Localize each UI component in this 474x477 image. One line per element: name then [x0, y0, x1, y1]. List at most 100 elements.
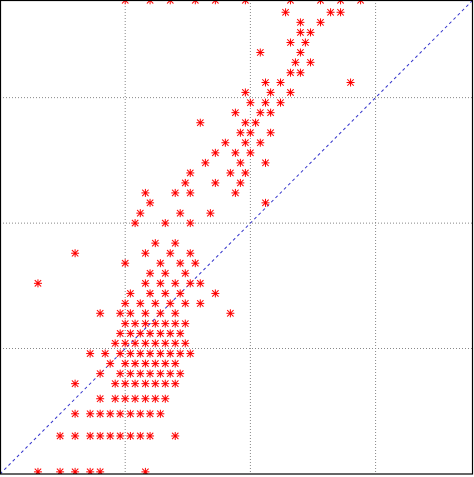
point	[306, 58, 315, 67]
point-stroke	[141, 189, 149, 197]
point	[161, 394, 170, 403]
point	[141, 359, 150, 368]
point	[121, 379, 130, 388]
point	[296, 48, 305, 57]
point-stroke	[96, 395, 104, 403]
point	[236, 128, 245, 137]
point	[151, 339, 160, 348]
point-stroke	[151, 380, 159, 388]
point-stroke	[306, 58, 315, 66]
point	[286, 38, 295, 47]
point	[151, 394, 160, 403]
point-stroke	[106, 432, 114, 440]
point-stroke	[241, 119, 249, 127]
point	[166, 369, 175, 378]
point	[136, 431, 145, 440]
point	[186, 168, 195, 177]
point	[166, 299, 175, 308]
point-stroke	[296, 28, 304, 36]
point-stroke	[151, 339, 159, 347]
point	[96, 369, 105, 378]
point	[176, 259, 185, 268]
point	[171, 309, 180, 318]
point	[276, 78, 285, 87]
point	[156, 369, 165, 378]
point-stroke	[336, 8, 345, 16]
point-stroke	[131, 339, 139, 347]
point	[241, 88, 250, 97]
point-stroke	[146, 432, 154, 440]
point-stroke	[161, 219, 169, 227]
point	[246, 98, 255, 107]
point	[176, 329, 185, 338]
point	[96, 309, 105, 318]
point-stroke	[276, 99, 285, 107]
point-stroke	[176, 209, 184, 217]
point	[181, 339, 190, 348]
point	[136, 349, 145, 358]
point	[181, 269, 190, 278]
point	[146, 409, 155, 418]
point	[146, 369, 155, 378]
point-stroke	[136, 432, 144, 440]
point-stroke	[146, 370, 154, 378]
point-stroke	[171, 189, 179, 197]
point	[146, 329, 155, 338]
point-stroke	[161, 269, 169, 277]
point	[266, 128, 275, 137]
point	[236, 158, 245, 167]
point	[296, 18, 305, 27]
point-stroke	[121, 259, 129, 267]
point-stroke	[146, 350, 154, 358]
point-stroke	[111, 395, 119, 403]
point-stroke	[116, 350, 124, 358]
point	[196, 279, 205, 288]
point	[141, 188, 150, 197]
point	[171, 379, 180, 388]
point	[261, 98, 270, 107]
point-stroke	[136, 370, 144, 378]
point-stroke	[71, 432, 79, 440]
point	[86, 431, 95, 440]
point	[141, 279, 150, 288]
point-stroke	[201, 159, 209, 167]
point-stroke	[166, 350, 174, 358]
point-stroke	[126, 289, 134, 297]
point	[346, 78, 355, 87]
point	[266, 88, 275, 97]
point	[121, 359, 130, 368]
point	[251, 118, 260, 127]
point-stroke	[106, 410, 114, 418]
point	[166, 349, 175, 358]
point-stroke	[126, 309, 134, 317]
point	[221, 138, 230, 147]
point	[156, 409, 165, 418]
point-stroke	[116, 410, 124, 418]
point-stroke	[101, 350, 109, 358]
point-stroke	[256, 48, 264, 57]
point-stroke	[166, 329, 174, 337]
point-stroke	[146, 329, 154, 337]
point-stroke	[166, 249, 174, 257]
point-stroke	[267, 88, 275, 96]
point	[121, 319, 130, 328]
point-stroke	[121, 360, 129, 368]
point	[96, 409, 105, 418]
point-stroke	[86, 432, 94, 440]
point-stroke	[186, 279, 194, 287]
point-stroke	[236, 179, 244, 187]
point	[261, 78, 270, 87]
point	[111, 394, 120, 403]
point-stroke	[241, 169, 249, 177]
point	[151, 319, 160, 328]
point-stroke	[146, 289, 154, 297]
point-stroke	[71, 380, 79, 388]
point-stroke	[141, 360, 149, 368]
point-stroke	[131, 320, 139, 328]
point-stroke	[156, 350, 164, 358]
point-stroke	[141, 339, 149, 347]
point	[286, 88, 295, 97]
